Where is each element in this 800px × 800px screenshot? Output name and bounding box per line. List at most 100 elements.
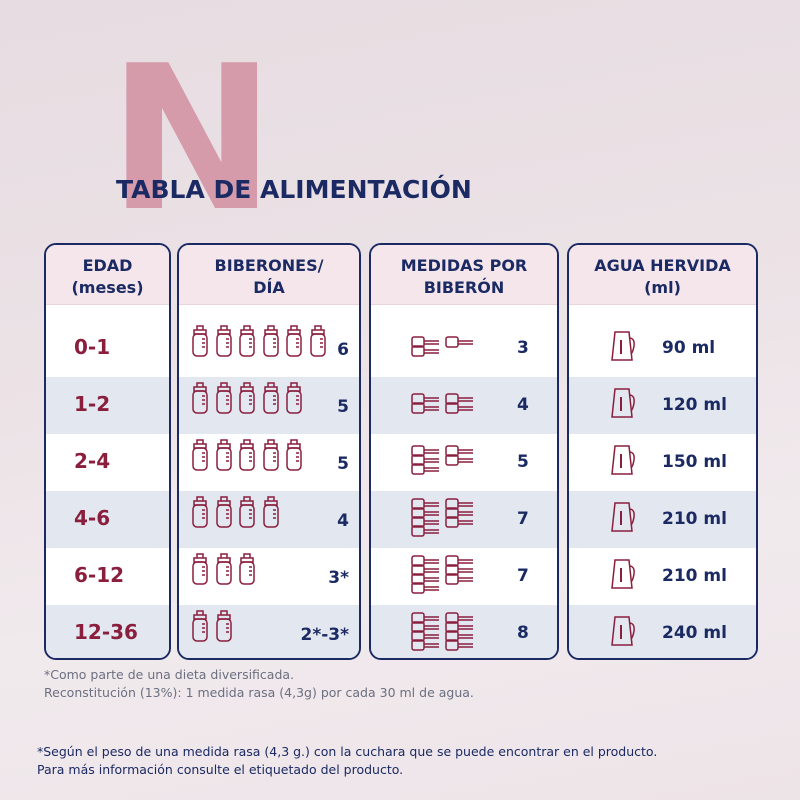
- column-header: BIBERONES/DÍA: [179, 245, 359, 305]
- water-cell: 150 ml: [662, 452, 727, 472]
- water-cell: 240 ml: [662, 623, 727, 643]
- bottle-icon: [192, 439, 208, 471]
- scoop-icon: [411, 611, 439, 624]
- bottle-icon: [262, 382, 279, 414]
- scoop-icon: [445, 392, 473, 405]
- column-box: EDAD (meses) 0-1 1-2 2-4 4-6 6-12 12-36: [44, 243, 171, 660]
- scoop-icon: [411, 506, 439, 519]
- kettle-icon: [611, 502, 635, 532]
- scoops-cell: 4: [517, 395, 529, 415]
- bottle-icon: [239, 325, 255, 357]
- scoop-icon: [445, 506, 473, 519]
- scoops-cell: 7: [517, 566, 529, 586]
- row-band: [569, 491, 756, 548]
- scoop-icon: [445, 638, 473, 651]
- scoop-icon: [411, 563, 439, 576]
- scoop-icon: [411, 581, 439, 594]
- scoops-cell: 7: [517, 509, 529, 529]
- age-cell: 1-2: [74, 392, 111, 416]
- scoop-icon: [445, 554, 473, 567]
- bottles-cell: 3*: [328, 568, 349, 588]
- scoops-cell: 5: [517, 452, 529, 472]
- header-line: DÍA: [253, 278, 285, 297]
- column-box: MEDIDAS POR BIBERÓN 3 4 5 7 7 8: [369, 243, 559, 660]
- bottles-cell: 5: [337, 454, 349, 474]
- bottle-icon: [192, 382, 208, 414]
- scoop-icon: [445, 335, 473, 348]
- column-box: BIBERONES/DÍA 6 5 5 4 3* 2*-3*: [177, 243, 361, 660]
- scoop-icon: [411, 620, 439, 633]
- scoop-icon: [411, 401, 439, 414]
- row-band: [371, 377, 557, 434]
- bottle-icon: [262, 325, 279, 357]
- age-cell: 4-6: [74, 506, 111, 530]
- scoops-cell: 8: [517, 623, 529, 643]
- column-header: AGUA HERVIDA (ml): [569, 245, 756, 305]
- scoop-icon: [411, 335, 439, 348]
- kettle-icon: [611, 616, 635, 646]
- row-band: [569, 605, 756, 658]
- scoop-icon: [411, 454, 439, 466]
- row-band: [46, 605, 169, 658]
- bottle-icon: [215, 553, 232, 585]
- row-band: [371, 491, 557, 548]
- header-line: (meses): [71, 278, 144, 297]
- scoop-icon: [411, 497, 439, 510]
- water-cell: 210 ml: [662, 509, 727, 529]
- bottle-icon: [215, 610, 232, 642]
- footer-note: Para más información consulte el etiquet…: [37, 762, 404, 777]
- brand-letter: N: [108, 23, 276, 256]
- scoop-icon: [445, 454, 473, 466]
- water-cell: 90 ml: [662, 338, 716, 358]
- scoop-icon: [445, 563, 473, 576]
- bottle-icon: [215, 496, 232, 528]
- scoop-icon: [411, 572, 439, 585]
- bottle-icon: [262, 439, 279, 471]
- title: TABLA DE ALIMENTACIÓN: [116, 175, 472, 204]
- row-band: [569, 377, 756, 434]
- bottle-icon: [192, 325, 208, 357]
- scoop-icon: [411, 392, 439, 405]
- bottle-icon: [309, 325, 326, 357]
- column-header: MEDIDAS POR BIBERÓN: [371, 245, 557, 305]
- bottle-icon: [215, 325, 232, 357]
- scoop-icon: [445, 445, 473, 457]
- age-cell: 12-36: [74, 620, 138, 644]
- row-band: [371, 605, 557, 658]
- age-cell: 2-4: [74, 449, 111, 473]
- bottles-cell: 5: [337, 397, 349, 417]
- scoop-icon: [411, 638, 439, 651]
- bottle-icon: [262, 496, 279, 528]
- bottle-icon: [239, 382, 255, 414]
- scoop-icon: [445, 497, 473, 510]
- header-line: (ml): [644, 278, 681, 297]
- row-band: [179, 605, 359, 658]
- scoops-cell: 3: [517, 338, 529, 358]
- header-line: EDAD: [82, 256, 133, 275]
- column-box: AGUA HERVIDA (ml) 90 ml 120 ml 150 ml 210 ml 2…: [567, 243, 758, 660]
- bottle-icon: [239, 496, 255, 528]
- bottle-icon: [192, 553, 208, 585]
- age-cell: 0-1: [74, 335, 111, 359]
- scoop-icon: [445, 611, 473, 624]
- bottles-cell: 4: [337, 511, 349, 531]
- scoop-icon: [445, 572, 473, 585]
- scoop-icon: [445, 401, 473, 414]
- scoop-icon: [411, 344, 439, 357]
- scoop-icon: [411, 524, 439, 537]
- bottle-icon: [239, 553, 255, 585]
- bottle-icon: [215, 382, 232, 414]
- kettle-icon: [611, 445, 635, 475]
- column-header: EDAD (meses): [46, 245, 169, 305]
- scoop-icon: [411, 629, 439, 642]
- water-cell: 120 ml: [662, 395, 727, 415]
- bottle-icon: [192, 610, 208, 642]
- footer-note: *Según el peso de una medida rasa (4,3 g…: [37, 744, 658, 759]
- bottle-icon: [286, 382, 302, 414]
- scoop-icon: [445, 620, 473, 633]
- kettle-icon: [611, 331, 635, 361]
- note: Reconstitución (13%): 1 medida rasa (4,3…: [44, 685, 474, 700]
- water-cell: 210 ml: [662, 566, 727, 586]
- bottle-icon: [286, 325, 302, 357]
- header-line: BIBERONES/: [214, 256, 324, 275]
